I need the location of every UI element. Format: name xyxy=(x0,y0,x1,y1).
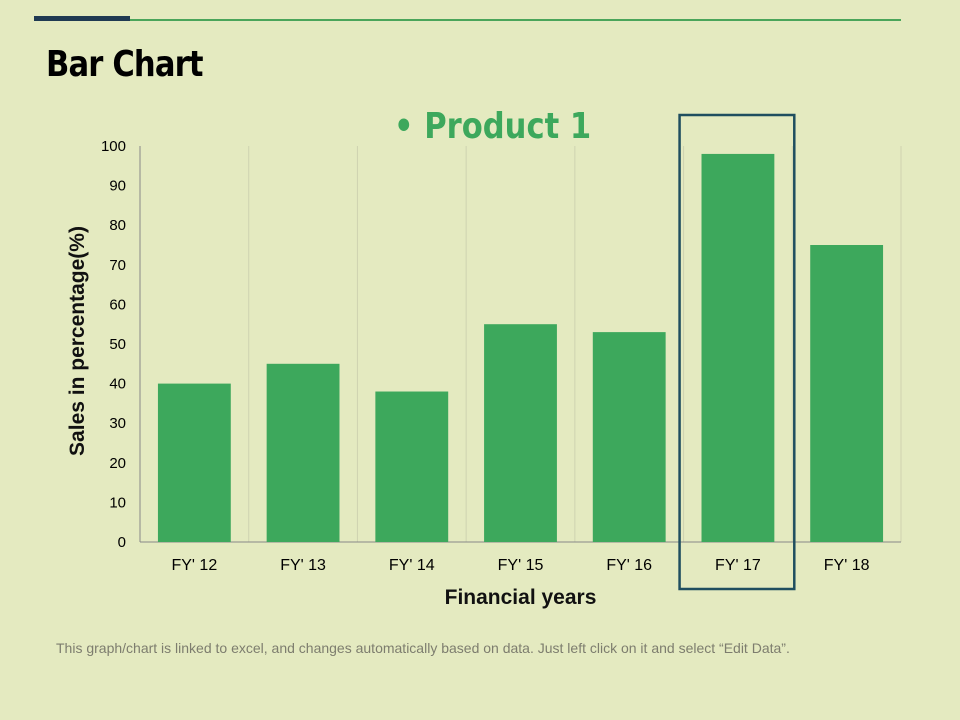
header-accent-line xyxy=(130,19,901,21)
y-tick-label: 10 xyxy=(109,494,126,511)
x-tick-label: FY' 16 xyxy=(606,557,652,574)
x-tick-label: FY' 17 xyxy=(715,557,761,574)
x-tick-label: FY' 14 xyxy=(389,557,435,574)
bar[interactable] xyxy=(484,324,557,542)
y-tick-label: 50 xyxy=(109,336,126,353)
y-tick-label: 70 xyxy=(109,257,126,274)
bar[interactable] xyxy=(266,363,340,542)
y-axis-title: Sales in percentage(%) xyxy=(66,226,89,456)
y-tick-label: 100 xyxy=(101,138,126,155)
y-tick-label: 80 xyxy=(109,217,126,234)
highlight-box xyxy=(678,113,796,591)
bar[interactable] xyxy=(157,383,231,542)
x-tick-label: FY' 12 xyxy=(171,557,217,574)
y-tick-label: 90 xyxy=(109,178,126,195)
y-tick-label: 0 xyxy=(118,534,126,551)
slide-title: Bar Chart xyxy=(46,44,204,85)
bar[interactable] xyxy=(810,245,884,542)
header-accent-dark xyxy=(34,16,130,21)
x-tick-label: FY' 18 xyxy=(824,557,870,574)
bar[interactable] xyxy=(375,391,449,542)
x-tick-label: FY' 13 xyxy=(280,557,326,574)
bar[interactable] xyxy=(592,332,666,542)
x-tick-label: FY' 15 xyxy=(498,557,544,574)
chart-legend: • Product 1 xyxy=(394,106,592,147)
bar[interactable] xyxy=(701,153,775,543)
y-tick-label: 40 xyxy=(109,376,126,393)
y-tick-label: 30 xyxy=(109,415,126,432)
y-tick-label: 60 xyxy=(109,296,126,313)
y-tick-label: 20 xyxy=(109,455,126,472)
footnote: This graph/chart is linked to excel, and… xyxy=(56,640,790,656)
x-axis-title: Financial years xyxy=(445,586,597,609)
